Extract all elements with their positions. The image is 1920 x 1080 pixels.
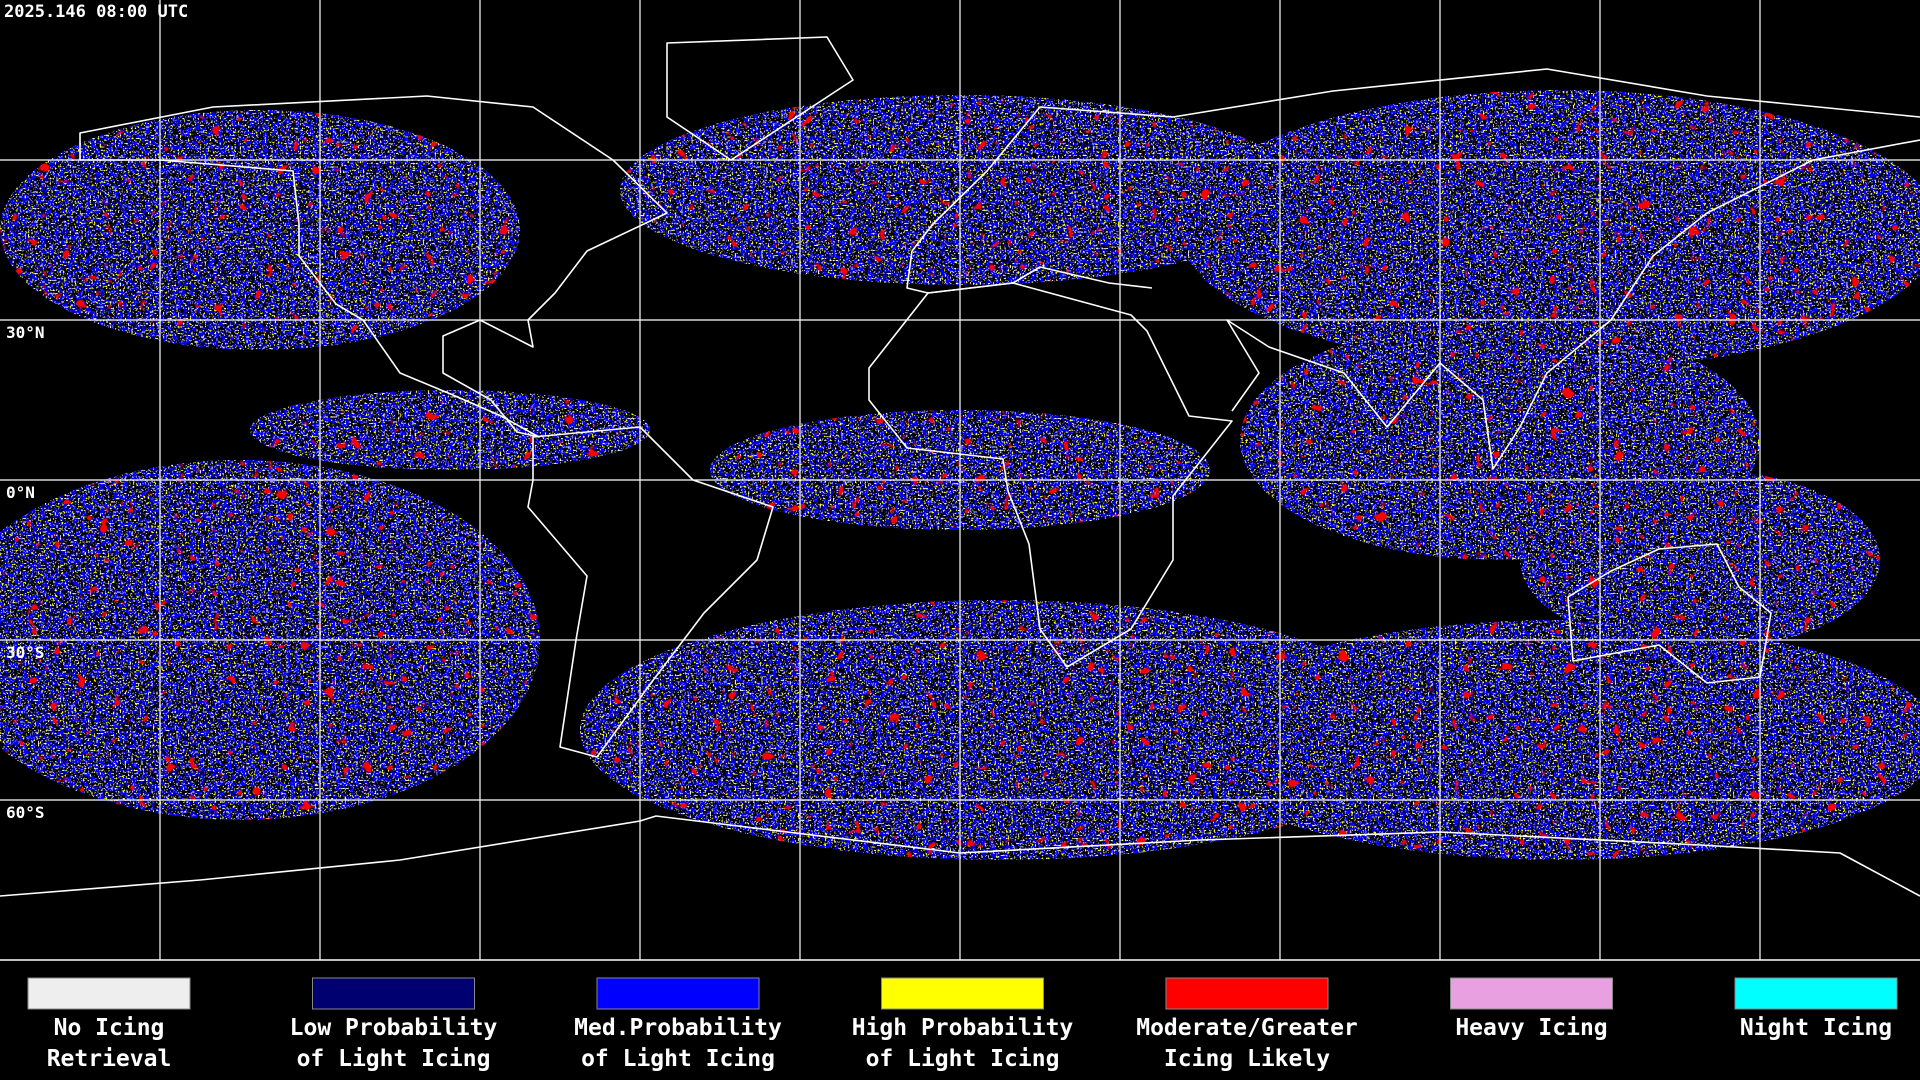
latitude-label: 0°N bbox=[6, 483, 35, 502]
africa bbox=[868, 282, 1233, 668]
legend-swatch bbox=[1165, 977, 1329, 1010]
north-america bbox=[79, 95, 668, 438]
graticule bbox=[0, 0, 1920, 960]
latitude-label: 30°N bbox=[6, 323, 45, 342]
legend-label: of Light Icing bbox=[581, 1046, 775, 1072]
legend-label: Moderate/Greater bbox=[1136, 1015, 1358, 1041]
legend: No Icing Retrieval Low Probability of Light… bbox=[27, 977, 1898, 1072]
legend-swatch bbox=[27, 977, 191, 1010]
legend-label: of Light Icing bbox=[866, 1046, 1060, 1072]
legend-label: of Light Icing bbox=[297, 1046, 491, 1072]
legend-label: Night Icing bbox=[1740, 1015, 1892, 1041]
legend-label: High Probability bbox=[852, 1015, 1074, 1041]
legend-swatch bbox=[881, 977, 1044, 1010]
australia bbox=[1567, 543, 1772, 684]
timestamp: 2025.146 08:00 UTC bbox=[4, 2, 188, 22]
latitude-label: 60°S bbox=[6, 803, 45, 822]
legend-swatch bbox=[1734, 977, 1898, 1010]
legend-label: No Icing bbox=[54, 1015, 165, 1041]
legend-swatch bbox=[312, 977, 475, 1010]
legend-swatch bbox=[596, 977, 760, 1010]
legend-label: Heavy Icing bbox=[1455, 1015, 1607, 1041]
legend-swatch bbox=[1450, 977, 1613, 1010]
legend-label: Retrieval bbox=[47, 1046, 172, 1072]
latitude-label: 30°S bbox=[6, 643, 45, 662]
south-america bbox=[527, 426, 774, 758]
legend-label: Med.Probability bbox=[574, 1015, 782, 1041]
legend-label: Low Probability bbox=[290, 1015, 498, 1041]
legend-label: Icing Likely bbox=[1164, 1046, 1330, 1072]
latitude-labels: 30°N 0°N 30°S 60°S bbox=[6, 323, 45, 822]
